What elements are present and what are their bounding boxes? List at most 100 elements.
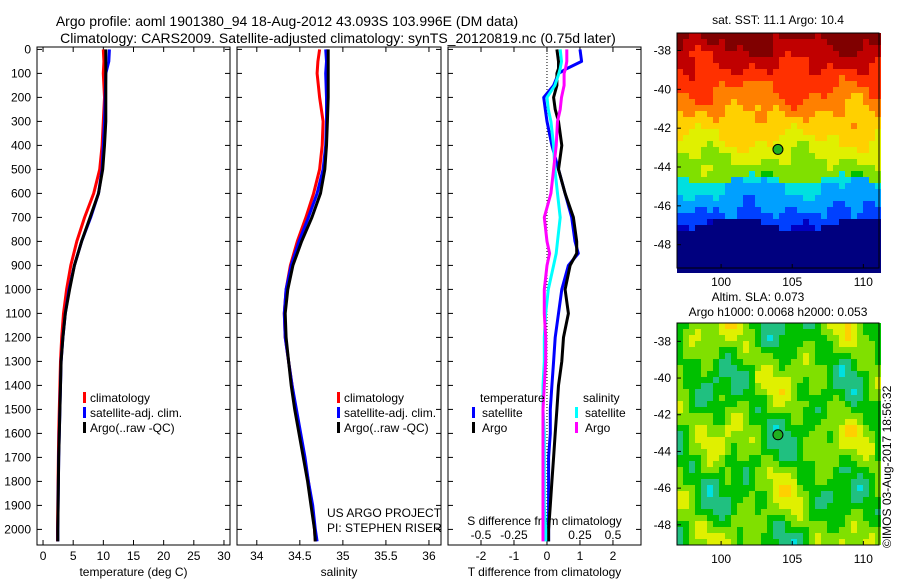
map-cell	[803, 81, 809, 87]
map-cell	[719, 365, 725, 371]
map-cell	[755, 231, 761, 237]
map-cell	[851, 407, 857, 413]
map-cell	[857, 419, 863, 425]
map-cell	[845, 527, 851, 533]
difference-profile-xlabel: T difference from climatology	[468, 565, 622, 579]
map-cell	[677, 401, 683, 407]
map-cell	[869, 527, 875, 533]
map-cell	[731, 365, 737, 371]
map-cell	[875, 485, 881, 491]
map-cell	[737, 419, 743, 425]
map-cell	[827, 189, 833, 195]
map-ytick-label: -42	[654, 408, 672, 422]
difference-profile-axes-box	[447, 46, 642, 546]
map-cell	[869, 455, 875, 461]
map-cell	[857, 105, 863, 111]
map-cell	[677, 51, 683, 57]
map-cell	[803, 207, 809, 213]
map-cell	[773, 267, 779, 273]
map-cell	[851, 147, 857, 153]
map-cell	[785, 437, 791, 443]
map-cell	[701, 359, 707, 365]
map-cell	[797, 413, 803, 419]
map-cell	[815, 335, 821, 341]
map-cell	[749, 87, 755, 93]
map-cell	[845, 425, 851, 431]
map-cell	[773, 141, 779, 147]
map-cell	[851, 323, 857, 329]
map-cell	[707, 189, 713, 195]
map-cell	[839, 183, 845, 189]
map-cell	[857, 189, 863, 195]
map-cell	[749, 219, 755, 225]
argo-float-marker	[772, 143, 784, 155]
map-cell	[761, 455, 767, 461]
map-cell	[773, 533, 779, 539]
legend-swatch	[337, 422, 340, 433]
map-cell	[791, 189, 797, 195]
map-cell	[839, 497, 845, 503]
map-cell	[743, 389, 749, 395]
map-cell	[761, 159, 767, 165]
map-cell	[749, 51, 755, 57]
map-cell	[755, 147, 761, 153]
map-cell	[719, 449, 725, 455]
map-cell	[827, 497, 833, 503]
map-cell	[803, 401, 809, 407]
map-cell	[755, 225, 761, 231]
map-cell	[749, 407, 755, 413]
map-cell	[875, 123, 881, 129]
map-cell	[827, 261, 833, 267]
map-cell	[737, 75, 743, 81]
map-cell	[833, 485, 839, 491]
map-cell	[851, 443, 857, 449]
map-cell	[839, 99, 845, 105]
map-cell	[683, 261, 689, 267]
legend-swatch	[575, 407, 578, 418]
map-cell	[749, 377, 755, 383]
map-cell	[863, 183, 869, 189]
map-cell	[701, 419, 707, 425]
map-cell	[707, 219, 713, 225]
map-cell	[719, 231, 725, 237]
map-cell	[767, 521, 773, 527]
map-cell	[839, 165, 845, 171]
map-cell	[875, 195, 881, 201]
map-cell	[761, 335, 767, 341]
map-cell	[791, 467, 797, 473]
map-cell	[863, 249, 869, 255]
map-cell	[707, 353, 713, 359]
map-cell	[803, 377, 809, 383]
map-cell	[731, 323, 737, 329]
map-cell	[809, 347, 815, 353]
map-cell	[725, 249, 731, 255]
map-cell	[677, 431, 683, 437]
map-cell	[695, 249, 701, 255]
map-cell	[677, 135, 683, 141]
map-cell	[689, 117, 695, 123]
map-cell	[803, 491, 809, 497]
map-cell	[791, 45, 797, 51]
map-cell	[851, 171, 857, 177]
map-cell	[851, 521, 857, 527]
map-cell	[839, 141, 845, 147]
map-cell	[833, 231, 839, 237]
map-cell	[869, 81, 875, 87]
map-cell	[785, 455, 791, 461]
map-cell	[791, 129, 797, 135]
map-cell	[857, 461, 863, 467]
map-cell	[725, 69, 731, 75]
map-cell	[725, 359, 731, 365]
map-cell	[761, 521, 767, 527]
map-cell	[821, 449, 827, 455]
map-cell	[827, 159, 833, 165]
map-cell	[785, 539, 791, 545]
map-cell	[683, 521, 689, 527]
map-cell	[851, 39, 857, 45]
map-cell	[773, 467, 779, 473]
map-cell	[851, 141, 857, 147]
map-cell	[695, 485, 701, 491]
map-cell	[701, 189, 707, 195]
map-cell	[743, 45, 749, 51]
depth-tick-label: 200	[11, 90, 31, 104]
